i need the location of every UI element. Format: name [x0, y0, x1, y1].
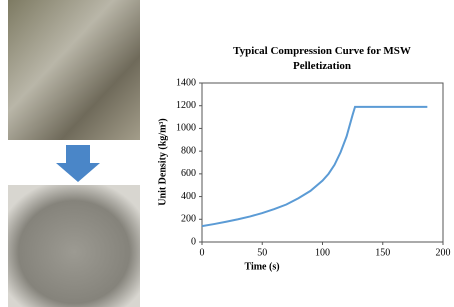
y-axis-label: Unit Density (kg/m³)	[157, 118, 168, 205]
waste-photo	[8, 0, 140, 140]
x-tick-label: 100	[315, 247, 330, 258]
chart-title: Typical Compression Curve for MSW Pellet…	[222, 44, 422, 74]
pellet-photo	[8, 185, 140, 307]
page: Time (s) Unit Density (kg/m³) 0 200 400 600…	[0, 0, 454, 307]
y-tick-label: 1000	[176, 123, 196, 134]
y-tick-label: 0	[191, 236, 196, 247]
x-axis-label: Time (s)	[244, 261, 279, 272]
y-tick-label: 400	[181, 191, 196, 202]
y-tick-label: 200	[181, 214, 196, 225]
y-tick-label: 600	[181, 168, 196, 179]
x-tick-label: 0	[200, 247, 205, 258]
x-tick-label: 50	[257, 247, 267, 258]
y-tick-label: 800	[181, 145, 196, 156]
data-line	[202, 107, 427, 226]
x-tick-label: 150	[375, 247, 390, 258]
arrow	[56, 145, 100, 182]
y-tick-label: 1400	[176, 77, 196, 88]
x-tick-label: 200	[436, 247, 451, 258]
y-tick-label: 1200	[176, 100, 196, 111]
